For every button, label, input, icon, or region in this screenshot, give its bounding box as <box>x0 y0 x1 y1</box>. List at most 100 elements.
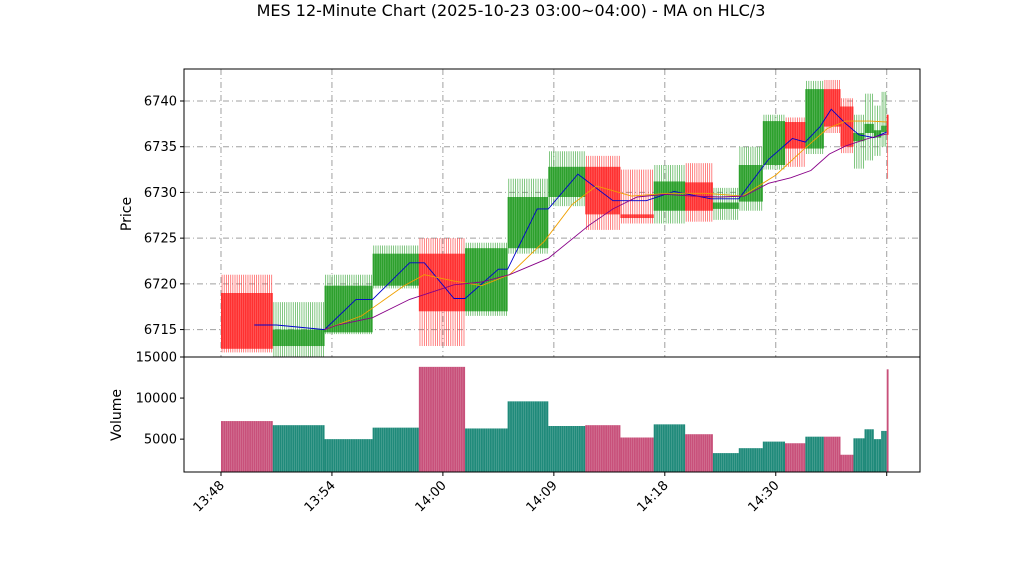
candle-up <box>881 91 887 147</box>
volume-bar-up <box>372 427 419 472</box>
candle-up <box>272 302 325 357</box>
candle-up <box>864 93 874 161</box>
volume-bar-up <box>465 428 508 472</box>
volume-bar <box>272 425 325 472</box>
volume-bar <box>840 454 854 472</box>
volume-bar-up <box>738 448 763 472</box>
price-candles <box>220 79 889 357</box>
candle-body <box>548 166 586 197</box>
volume-bar-up <box>324 439 373 472</box>
candle-down <box>620 169 654 224</box>
volume-bar <box>823 436 841 472</box>
volume-y-ticks: 5000 10000 15000 <box>136 351 184 448</box>
candle-up <box>762 114 786 170</box>
volume-bar <box>738 448 763 472</box>
candle-body <box>418 253 466 312</box>
x-tick-label: 14:09 <box>524 478 561 515</box>
candle-up <box>712 187 739 220</box>
price-y-ticks: 6715 6720 6725 6730 6735 6740 <box>144 95 184 338</box>
candle-down <box>886 114 889 179</box>
moving-average-ma_mid <box>324 120 887 331</box>
price-tick-label: 6720 <box>144 277 177 292</box>
volume-bar-down <box>685 434 713 472</box>
x-tick-label: 14:00 <box>413 478 450 515</box>
candle-up <box>548 151 586 207</box>
volume-bar-up <box>881 430 887 472</box>
volume-bars <box>220 366 889 472</box>
volume-bar-down <box>840 454 854 472</box>
candle-body <box>620 214 654 219</box>
x-axis-ticks: 13:48 13:54 14:00 14:09 14:18 14:30 <box>191 472 888 515</box>
candle-body <box>372 253 419 286</box>
volume-bar <box>653 424 686 472</box>
volume-bar <box>685 434 713 472</box>
volume-bar <box>853 438 865 472</box>
x-tick-label: 13:54 <box>302 478 339 515</box>
candle-down <box>220 274 273 353</box>
volume-bar <box>864 429 874 472</box>
volume-bar <box>620 437 654 472</box>
volume-bar-up <box>805 436 824 472</box>
volume-bar <box>220 421 273 472</box>
volume-bar-down <box>418 366 466 472</box>
price-tick-label: 6715 <box>144 323 177 338</box>
price-tick-label: 6730 <box>144 186 177 201</box>
candle-up <box>805 80 824 155</box>
candle-down <box>785 117 806 167</box>
volume-bar <box>465 428 508 472</box>
volume-bar-up <box>507 401 549 472</box>
candle-down <box>823 79 841 133</box>
volume-bar-down <box>886 369 889 472</box>
volume-bar <box>805 436 824 472</box>
candle-down <box>840 98 854 154</box>
volume-panel-border <box>183 356 921 473</box>
price-gridlines <box>184 69 920 357</box>
x-tick-label: 14:30 <box>745 478 782 515</box>
volume-bar-up <box>548 426 586 472</box>
moving-average-lines <box>254 108 887 331</box>
volume-bar-up <box>864 429 874 472</box>
price-panel-frame <box>184 69 920 357</box>
candle-up <box>372 245 419 289</box>
volume-bar <box>372 427 419 472</box>
x-tick-label: 13:48 <box>191 478 228 515</box>
candle-body <box>785 122 806 149</box>
volume-tick-label: 15000 <box>136 351 177 366</box>
x-tick-label: 14:18 <box>635 478 672 515</box>
volume-bar-up <box>762 441 786 472</box>
volume-bar <box>886 369 889 472</box>
candle-up <box>873 105 882 156</box>
candle-up <box>738 146 763 211</box>
volume-bar <box>762 441 786 472</box>
volume-bar-up <box>873 439 882 472</box>
volume-panel: 5000 10000 15000 Volume <box>109 351 921 473</box>
volume-bar <box>324 439 373 472</box>
candle-body <box>873 130 882 138</box>
volume-bar-down <box>585 425 621 472</box>
volume-bar <box>585 425 621 472</box>
candle-body <box>853 133 865 142</box>
price-axis-label: Price <box>119 197 135 231</box>
volume-bar <box>418 366 466 472</box>
candle-body <box>886 114 889 135</box>
volume-bar <box>881 430 887 472</box>
volume-axis-label: Volume <box>109 389 125 441</box>
candle-down <box>418 238 466 347</box>
volume-bar <box>873 439 882 472</box>
volume-bar-down <box>620 437 654 472</box>
volume-bar-up <box>712 453 739 472</box>
chart-title: MES 12-Minute Chart (2025-10-23 03:00~04… <box>257 1 766 20</box>
price-tick-label: 6740 <box>144 95 177 110</box>
volume-bar-up <box>653 424 686 472</box>
volume-tick-label: 10000 <box>136 392 177 407</box>
volume-bar-up <box>272 425 325 472</box>
volume-bar <box>548 426 586 472</box>
price-panel: 6715 6720 6725 6730 6735 6740 Price <box>119 68 921 358</box>
volume-bar <box>785 443 806 472</box>
moving-average-ma_slow <box>324 133 887 331</box>
volume-bar-up <box>853 438 865 472</box>
volume-bar-down <box>823 436 841 472</box>
volume-tick-label: 5000 <box>144 433 177 448</box>
volume-bar <box>712 453 739 472</box>
